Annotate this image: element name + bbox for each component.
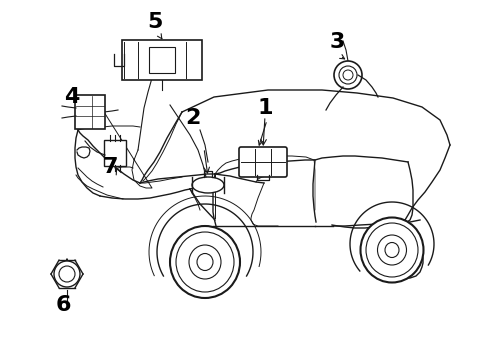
FancyBboxPatch shape: [122, 40, 202, 80]
Circle shape: [339, 66, 357, 84]
FancyBboxPatch shape: [104, 140, 126, 166]
Ellipse shape: [377, 235, 407, 265]
Circle shape: [59, 266, 75, 282]
Ellipse shape: [192, 177, 224, 193]
Ellipse shape: [197, 253, 213, 270]
Text: 5: 5: [147, 12, 163, 32]
Text: 6: 6: [55, 295, 71, 315]
FancyBboxPatch shape: [239, 147, 287, 177]
FancyBboxPatch shape: [75, 95, 105, 129]
Ellipse shape: [361, 217, 423, 283]
FancyBboxPatch shape: [149, 47, 175, 73]
Ellipse shape: [170, 226, 240, 298]
Ellipse shape: [385, 243, 399, 257]
Text: 1: 1: [257, 98, 273, 118]
Text: 2: 2: [185, 108, 201, 128]
Text: 7: 7: [102, 157, 118, 177]
Text: 3: 3: [329, 32, 344, 52]
Text: 4: 4: [64, 87, 80, 107]
Circle shape: [334, 61, 362, 89]
Circle shape: [54, 261, 80, 287]
Ellipse shape: [189, 245, 221, 279]
